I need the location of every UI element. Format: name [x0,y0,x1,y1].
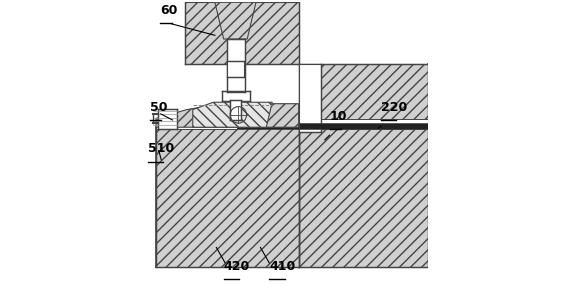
Bar [228,61,244,77]
Text: 10: 10 [329,110,347,123]
Text: 220: 220 [381,101,407,114]
Bar [221,91,251,101]
Polygon shape [193,102,272,127]
Text: 510: 510 [148,142,174,155]
Bar [158,109,177,129]
Polygon shape [215,2,256,39]
Text: 50: 50 [150,101,167,114]
Bar [321,119,428,129]
Polygon shape [156,104,298,127]
Bar [298,64,428,267]
Bar [230,100,241,120]
Text: 60: 60 [160,4,178,17]
Bar [226,39,245,92]
Bar [156,119,237,129]
Text: 410: 410 [269,260,296,273]
Bar [237,124,298,129]
Text: 420: 420 [224,260,250,273]
Bar [185,2,298,64]
Bar [298,124,428,129]
Bar [156,127,298,267]
Bar [298,64,321,132]
